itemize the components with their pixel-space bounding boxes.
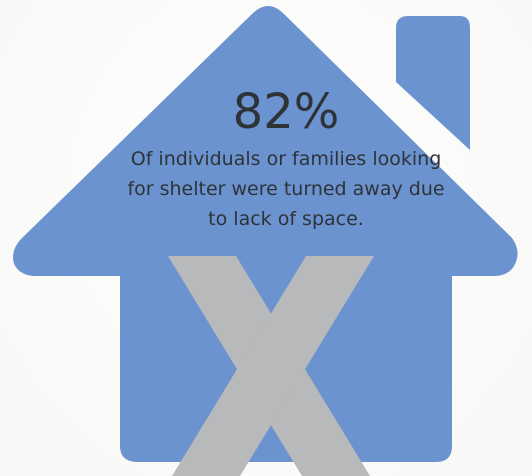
house-chimney xyxy=(396,16,470,150)
statistic-caption: Of individuals or families looking for s… xyxy=(127,148,445,230)
x-mark-icon xyxy=(168,256,374,476)
x-mark-stroke-b xyxy=(172,256,374,476)
statistic-value: 82% xyxy=(232,84,340,140)
house-icon xyxy=(13,6,518,462)
statistic-block: 82% Of individuals or families looking f… xyxy=(126,84,446,234)
house-body xyxy=(13,6,518,462)
